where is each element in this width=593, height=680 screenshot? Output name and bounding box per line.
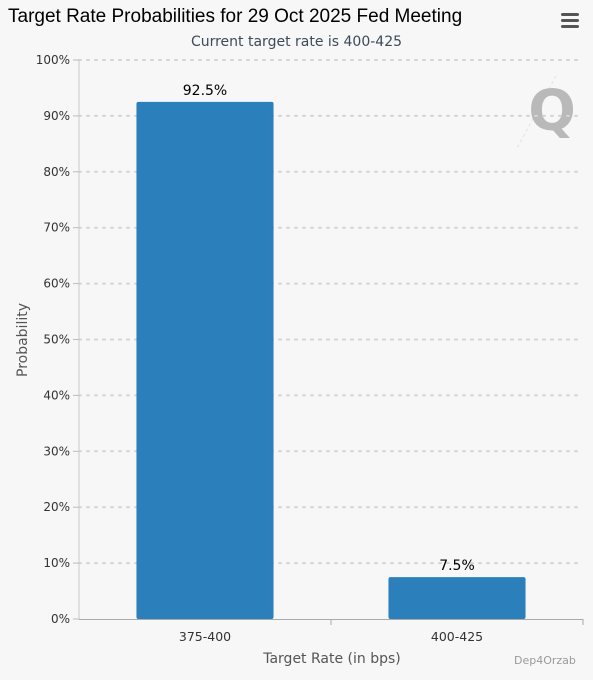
- y-tick-label: 60%: [43, 277, 70, 291]
- x-category-label: 400-425: [431, 629, 483, 644]
- menu-line-bottom: [561, 25, 579, 28]
- y-tick-label: 50%: [43, 333, 70, 347]
- chart-subtitle: Current target rate is 400-425: [190, 34, 403, 50]
- y-tick-label: 90%: [43, 109, 70, 123]
- logo-letter: Q: [528, 79, 576, 144]
- logo-q-watermark: Q: [515, 75, 576, 151]
- y-tick-label: 100%: [36, 53, 70, 67]
- hamburger-menu-icon[interactable]: [556, 8, 584, 34]
- y-tick-label: 80%: [43, 165, 70, 179]
- x-axis-title: Target Rate (in bps): [262, 651, 401, 667]
- y-tick-label: 30%: [43, 444, 70, 458]
- x-category-label: 375-400: [179, 629, 231, 644]
- y-tick-label: 20%: [43, 500, 70, 514]
- menu-line-top: [561, 13, 579, 16]
- data-label-400-425: 7.5%: [439, 558, 475, 574]
- y-axis-tick-labels: 0% 10% 20% 30% 40% 50% 60% 70% 80% 90% 100%: [36, 53, 79, 626]
- y-tick-label: 10%: [43, 556, 70, 570]
- y-tick-label: 70%: [43, 221, 70, 235]
- watermark-text: Dep4Orzab: [514, 654, 576, 667]
- y-tick-label: 0%: [51, 612, 70, 626]
- x-axis-category-labels: 375-400 400-425: [179, 619, 584, 644]
- logo-streak: [515, 75, 557, 151]
- chart-title: Target Rate Probabilities for 29 Oct 202…: [8, 6, 463, 27]
- y-tick-label: 40%: [43, 388, 70, 402]
- menu-line-middle: [561, 19, 579, 22]
- bar-400-425[interactable]: [388, 577, 526, 619]
- bars: [136, 101, 526, 620]
- y-axis-title: Probability: [15, 303, 31, 377]
- bar-data-labels: 92.5% 7.5%: [183, 83, 475, 574]
- data-label-375-400: 92.5%: [183, 83, 227, 99]
- bar-375-400[interactable]: [136, 101, 274, 620]
